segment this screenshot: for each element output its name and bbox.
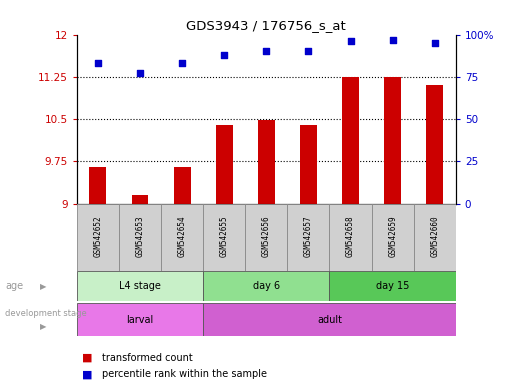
Bar <box>77 303 203 336</box>
Text: percentile rank within the sample: percentile rank within the sample <box>102 369 267 379</box>
Bar <box>119 204 161 271</box>
Bar <box>287 204 330 271</box>
Point <box>94 60 102 66</box>
Text: L4 stage: L4 stage <box>119 281 161 291</box>
Text: GSM542659: GSM542659 <box>388 215 397 257</box>
Text: GSM542660: GSM542660 <box>430 215 439 257</box>
Text: GSM542658: GSM542658 <box>346 215 355 257</box>
Bar <box>174 167 191 204</box>
Bar <box>372 204 414 271</box>
Bar <box>77 204 119 271</box>
Bar <box>330 271 456 301</box>
Bar <box>414 204 456 271</box>
Text: GSM542657: GSM542657 <box>304 215 313 257</box>
Text: ▶: ▶ <box>40 281 46 291</box>
Text: GSM542653: GSM542653 <box>136 215 145 257</box>
Text: development stage: development stage <box>5 309 87 318</box>
Bar <box>258 120 275 204</box>
Text: ■: ■ <box>82 353 93 363</box>
Bar <box>77 271 203 301</box>
Point <box>346 38 355 45</box>
Point <box>430 40 439 46</box>
Point <box>220 52 228 58</box>
Point <box>136 70 144 76</box>
Point <box>304 48 313 55</box>
Bar <box>300 125 317 204</box>
Bar <box>330 204 372 271</box>
Bar <box>161 204 203 271</box>
Text: ▶: ▶ <box>40 322 46 331</box>
Bar <box>90 167 107 204</box>
Text: day 15: day 15 <box>376 281 409 291</box>
Bar <box>245 204 287 271</box>
Bar <box>426 85 443 204</box>
Text: GSM542655: GSM542655 <box>220 215 229 257</box>
Bar <box>342 77 359 204</box>
Bar <box>131 195 148 204</box>
Text: transformed count: transformed count <box>102 353 193 363</box>
Point <box>388 36 397 43</box>
Text: GSM542656: GSM542656 <box>262 215 271 257</box>
Text: adult: adult <box>317 314 342 325</box>
Text: larval: larval <box>126 314 154 325</box>
Bar <box>203 303 456 336</box>
Text: GSM542654: GSM542654 <box>178 215 187 257</box>
Point <box>262 48 271 55</box>
Bar <box>203 204 245 271</box>
Bar <box>203 271 330 301</box>
Text: ■: ■ <box>82 369 93 379</box>
Bar <box>216 125 233 204</box>
Text: day 6: day 6 <box>253 281 280 291</box>
Text: GSM542652: GSM542652 <box>93 215 102 257</box>
Point <box>178 60 187 66</box>
Title: GDS3943 / 176756_s_at: GDS3943 / 176756_s_at <box>187 19 346 32</box>
Text: age: age <box>5 281 23 291</box>
Bar <box>384 77 401 204</box>
